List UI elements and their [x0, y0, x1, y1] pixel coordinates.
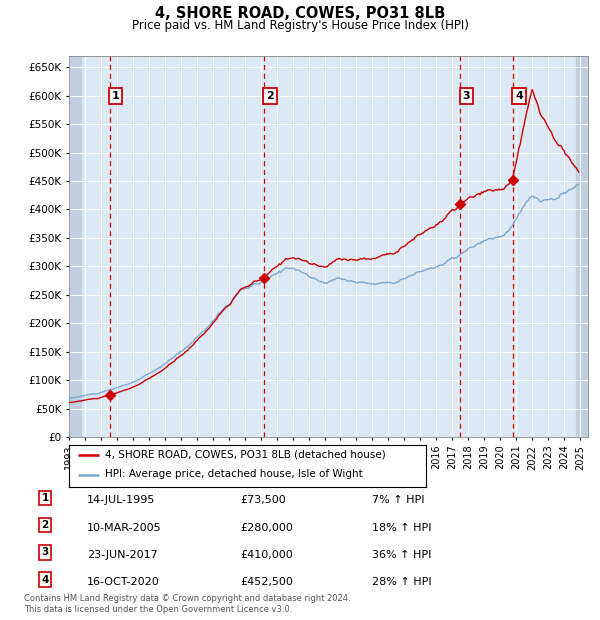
Text: 2: 2	[266, 91, 274, 101]
Text: 36% ↑ HPI: 36% ↑ HPI	[372, 550, 431, 560]
Text: £280,000: £280,000	[240, 523, 293, 533]
Text: 4, SHORE ROAD, COWES, PO31 8LB (detached house): 4, SHORE ROAD, COWES, PO31 8LB (detached…	[105, 450, 385, 459]
Text: 23-JUN-2017: 23-JUN-2017	[87, 550, 158, 560]
Text: This data is licensed under the Open Government Licence v3.0.: This data is licensed under the Open Gov…	[24, 604, 292, 614]
Text: Contains HM Land Registry data © Crown copyright and database right 2024.: Contains HM Land Registry data © Crown c…	[24, 594, 350, 603]
Text: 16-OCT-2020: 16-OCT-2020	[87, 577, 160, 587]
Text: 28% ↑ HPI: 28% ↑ HPI	[372, 577, 431, 587]
Text: 10-MAR-2005: 10-MAR-2005	[87, 523, 161, 533]
Text: £410,000: £410,000	[240, 550, 293, 560]
Text: 1: 1	[112, 91, 120, 101]
Text: 4, SHORE ROAD, COWES, PO31 8LB: 4, SHORE ROAD, COWES, PO31 8LB	[155, 6, 445, 21]
Text: 4: 4	[41, 575, 49, 585]
Text: 7% ↑ HPI: 7% ↑ HPI	[372, 495, 425, 505]
Text: 1: 1	[41, 493, 49, 503]
Text: £73,500: £73,500	[240, 495, 286, 505]
Text: HPI: Average price, detached house, Isle of Wight: HPI: Average price, detached house, Isle…	[105, 469, 362, 479]
Text: £452,500: £452,500	[240, 577, 293, 587]
Bar	[69, 56, 81, 437]
Text: 3: 3	[463, 91, 470, 101]
Text: 3: 3	[41, 547, 49, 557]
Text: 4: 4	[515, 91, 523, 101]
Text: 18% ↑ HPI: 18% ↑ HPI	[372, 523, 431, 533]
Bar	[576, 56, 588, 437]
Text: 2: 2	[41, 520, 49, 530]
Text: Price paid vs. HM Land Registry's House Price Index (HPI): Price paid vs. HM Land Registry's House …	[131, 19, 469, 32]
Text: 14-JUL-1995: 14-JUL-1995	[87, 495, 155, 505]
